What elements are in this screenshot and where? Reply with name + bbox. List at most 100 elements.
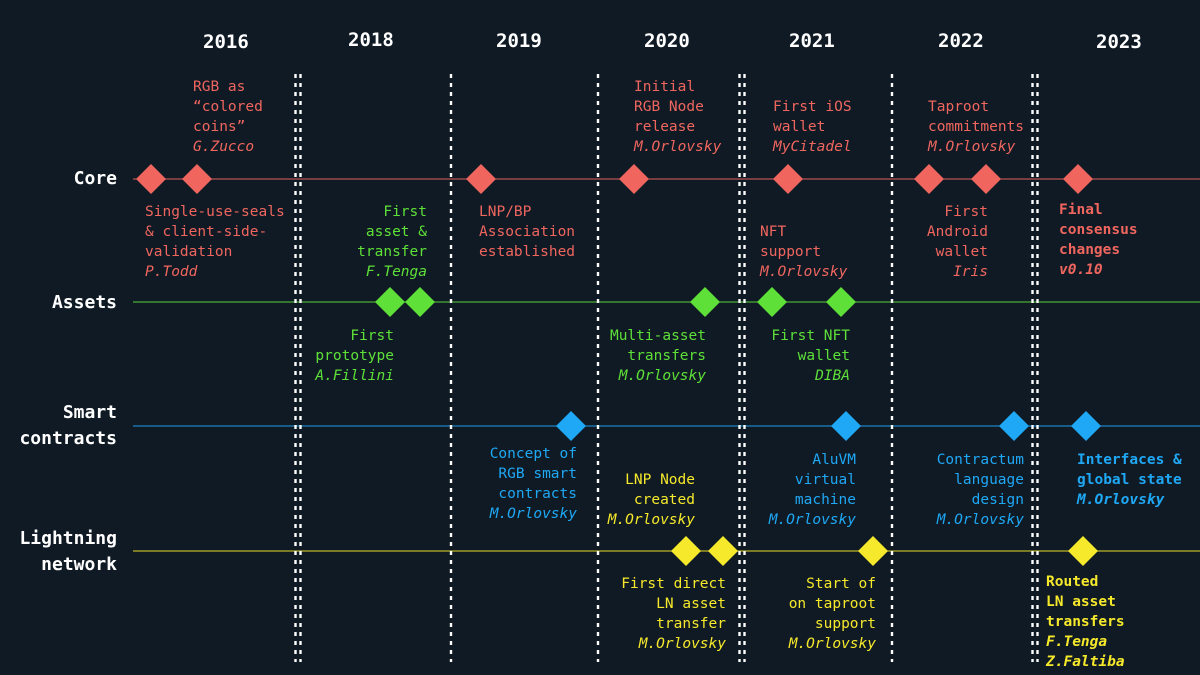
event-text: & client-side- [145,224,268,240]
diamond-marker-core [914,164,944,194]
event-text: First NFT [771,328,850,344]
event-author: M.Orlovsky [788,636,876,652]
diamond-marker-core [1063,164,1093,194]
event-author: A.Fillini [315,368,394,384]
event-author: MyCitadel [773,139,852,155]
event-text: wallet [935,244,988,260]
event-text: virtual [794,472,856,488]
event-text: transfers [627,348,706,364]
event-author: P.Todd [145,264,198,280]
event-text: Concept of [489,446,577,462]
event-text: transfer [357,244,427,260]
event-text: Interfaces & [1077,452,1182,468]
diamond-marker-core [619,164,649,194]
event-author: M.Orlovsky [936,512,1024,528]
event-text: validation [145,244,233,260]
event-text: machine [794,492,856,508]
event-text: First [350,328,394,344]
event-author: v0.10 [1059,262,1103,278]
event-first-ios-wallet: First iOS wallet MyCitadel [773,97,852,157]
event-text: prototype [315,348,394,364]
diamond-marker-core [971,164,1001,194]
event-text: coins” [193,119,246,135]
diamond-marker-assets [826,287,856,317]
diamond-marker-core [466,164,496,194]
event-author: M.Orlovsky [607,512,695,528]
event-author: M.Orlovsky [634,139,722,155]
event-text: established [479,244,576,260]
event-text: LN asset [656,596,726,612]
event-text: release [634,119,696,135]
diamond-marker-lightning [671,536,701,566]
event-text: support [814,616,876,632]
track-label-smart-contracts: Smart contracts [19,400,117,452]
event-author: M.Orlovsky [760,264,848,280]
diamond-marker-assets [690,287,720,317]
event-author: Z.Faltiba [1046,654,1125,670]
diamond-marker-assets [375,287,405,317]
event-multi-asset-transfers: Multi-asset transfers M.Orlovsky [610,326,706,386]
event-text: wallet [797,348,850,364]
event-first-direct-asset-transfer: First direct LN asset transfer M.Orlovsk… [621,574,726,654]
year-2019: 2019 [496,30,542,52]
event-text: LN asset [1046,594,1116,610]
event-interfaces-global-state: Interfaces & global state M.Orlovsky [1077,450,1182,510]
event-text: Initial [634,79,696,95]
event-routed-asset-transfers: Routed LN asset transfers F.Tenga Z.Falt… [1046,572,1125,672]
event-author: M.Orlovsky [618,368,706,384]
diamond-marker-lightning [1068,536,1098,566]
diamond-marker-assets [757,287,787,317]
year-2021: 2021 [789,30,835,52]
diamond-marker-core [773,164,803,194]
event-text: support [760,244,822,260]
year-2023: 2023 [1096,31,1142,53]
event-taproot-support: Start of on taproot support M.Orlovsky [789,574,876,654]
track-label-line: Core [73,168,117,189]
event-text: design [971,492,1024,508]
event-first-prototype: First prototype A.Fillini [315,326,394,386]
track-label-line: Lightning [19,528,117,549]
event-text: Single-use-seals [145,204,285,220]
event-text: First iOS [773,99,852,115]
diamond-marker-core [182,164,212,194]
track-label-line: Smart [62,402,117,423]
event-text: Final [1059,202,1103,218]
track-label-line: network [41,554,117,575]
event-final-consensus: Final consensus changes v0.10 [1059,200,1138,280]
event-text: First [944,204,988,220]
event-author: Iris [953,264,988,280]
event-initial-rgb-node: Initial RGB Node release M.Orlovsky [634,77,721,157]
event-text: First [383,204,427,220]
event-taproot-commitments: Taproot commitments M.Orlovsky [928,97,1024,157]
event-text: wallet [773,119,826,135]
event-text: RGB as [193,79,246,95]
event-text: NFT [760,224,787,240]
event-text: contracts [498,486,577,502]
year-2016: 2016 [203,31,249,53]
event-single-use-seals: Single-use-seals & client-side- validati… [145,202,285,282]
event-text: RGB smart [498,466,577,482]
year-2022: 2022 [938,30,984,52]
event-author: M.Orlovsky [1077,492,1165,508]
event-text: language [954,472,1024,488]
event-text: RGB Node [634,99,704,115]
event-text: changes [1059,242,1121,258]
track-label-lightning-network: Lightning network [19,526,117,578]
event-text: Start of [806,576,876,592]
event-text: LNP/BP [479,204,532,220]
event-author: M.Orlovsky [638,636,726,652]
event-rgb-colored-coins: RGB as “colored coins” G.Zucco [193,77,263,157]
diamond-marker-smart [831,411,861,441]
event-text: commitments [928,119,1025,135]
event-text: AluVM [812,452,856,468]
event-text: Routed [1046,574,1099,590]
event-first-android-wallet: First Android wallet Iris [927,202,988,282]
event-text: global state [1077,472,1182,488]
event-text: Contractum [936,452,1024,468]
event-text: created [633,492,695,508]
event-contractum: Contractum language design M.Orlovsky [937,450,1024,530]
event-author: M.Orlovsky [768,512,856,528]
diamond-marker-smart [556,411,586,441]
